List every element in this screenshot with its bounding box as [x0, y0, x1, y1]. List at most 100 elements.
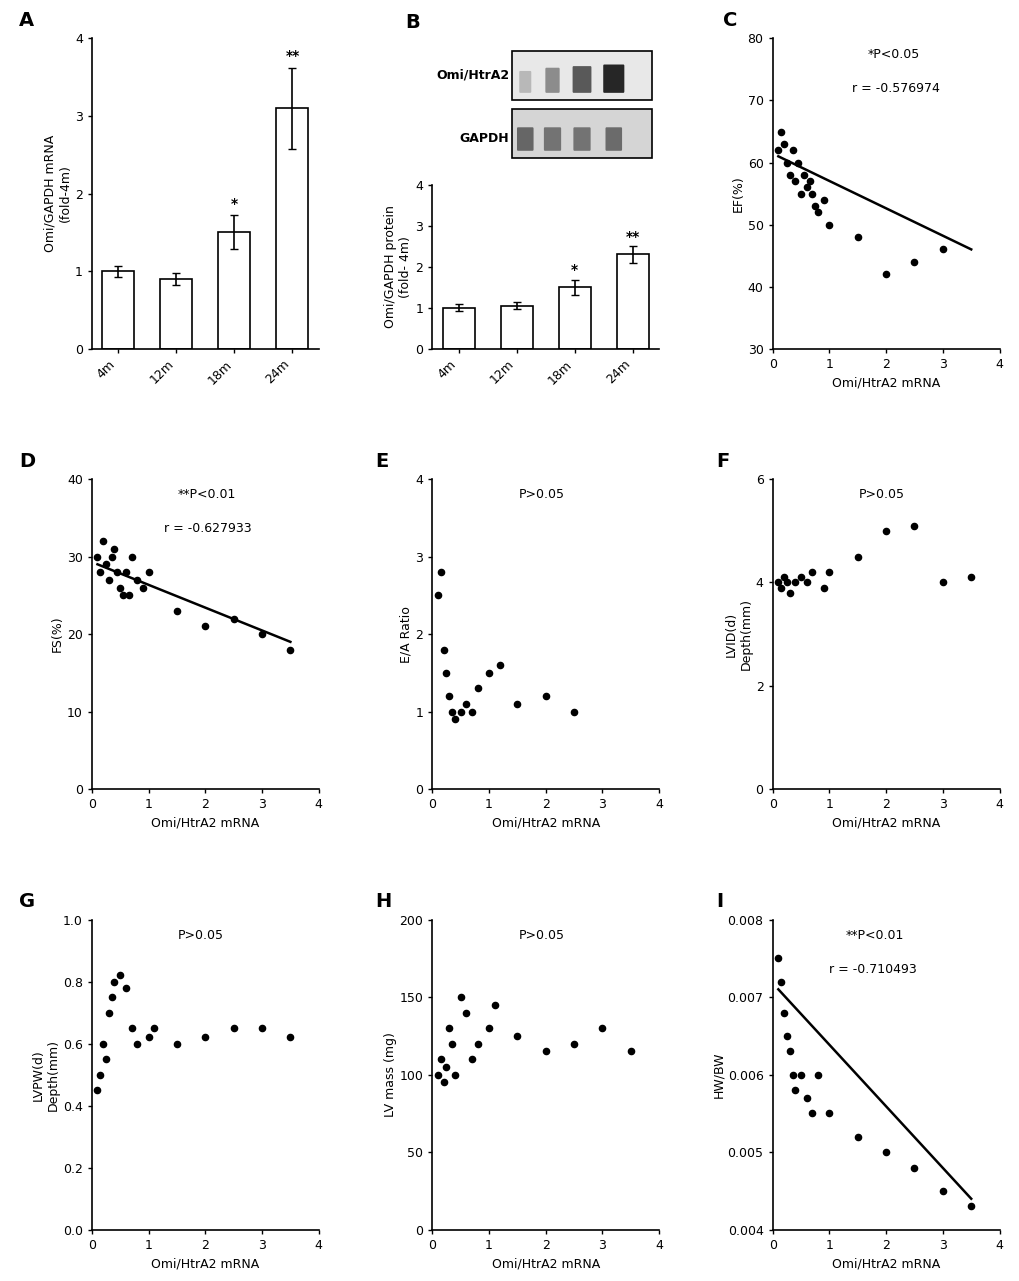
Bar: [512, 51, 652, 100]
Point: [820, 1103, 837, 1123]
Text: F: F: [715, 452, 729, 470]
Point: [90, 546, 106, 566]
Point: [168, 1034, 184, 1054]
Text: P>0.05: P>0.05: [178, 929, 224, 942]
Point: [809, 1065, 825, 1085]
Point: [508, 693, 525, 714]
Point: [146, 1018, 162, 1039]
Point: [906, 515, 922, 535]
Point: [566, 1034, 582, 1054]
Point: [792, 1065, 808, 1085]
Point: [123, 546, 140, 566]
Point: [781, 165, 797, 186]
Point: [95, 1034, 111, 1054]
Y-axis label: Omi/GAPDH protein
(fold- 4m): Omi/GAPDH protein (fold- 4m): [384, 205, 412, 328]
Point: [128, 570, 146, 591]
Point: [458, 693, 474, 714]
Point: [877, 264, 894, 284]
Point: [566, 702, 582, 722]
Point: [440, 1018, 457, 1039]
Point: [469, 678, 485, 698]
Y-axis label: Omi/GAPDH mRNA
(fold-4m): Omi/GAPDH mRNA (fold-4m): [44, 135, 72, 252]
Point: [809, 202, 825, 223]
Point: [452, 986, 469, 1007]
Point: [480, 1018, 496, 1039]
FancyBboxPatch shape: [605, 127, 622, 151]
Point: [446, 1065, 463, 1085]
Point: [798, 1088, 814, 1108]
Bar: [218, 232, 250, 348]
FancyBboxPatch shape: [545, 68, 559, 92]
Point: [594, 1018, 610, 1039]
Point: [877, 1141, 894, 1162]
Point: [464, 1049, 480, 1070]
Text: *: *: [230, 196, 237, 210]
Text: G: G: [19, 892, 36, 911]
Point: [795, 165, 811, 186]
Y-axis label: LVPW(d)
Depth(mm): LVPW(d) Depth(mm): [32, 1039, 60, 1111]
Point: [777, 1026, 794, 1047]
Text: P>0.05: P>0.05: [858, 488, 904, 501]
Point: [849, 546, 865, 566]
Point: [775, 1002, 792, 1022]
Point: [486, 994, 502, 1015]
Point: [784, 1065, 800, 1085]
Point: [168, 601, 184, 621]
Text: r = -0.576974: r = -0.576974: [851, 82, 940, 95]
Text: **P<0.01: **P<0.01: [178, 488, 236, 501]
Point: [469, 1034, 485, 1054]
Point: [537, 1041, 553, 1062]
Bar: [276, 108, 308, 348]
Bar: [442, 307, 474, 348]
Point: [458, 1002, 474, 1022]
Point: [790, 152, 806, 173]
Text: **: **: [285, 49, 300, 63]
Point: [787, 1080, 803, 1100]
Point: [103, 986, 119, 1007]
Text: A: A: [19, 12, 35, 29]
Point: [877, 520, 894, 541]
X-axis label: Omi/HtrA2 mRNA: Omi/HtrA2 mRNA: [491, 817, 599, 830]
Point: [141, 1027, 157, 1048]
Text: Omi/HtrA2: Omi/HtrA2: [436, 69, 508, 82]
Text: *: *: [571, 264, 578, 278]
Point: [225, 608, 242, 629]
FancyBboxPatch shape: [602, 64, 624, 92]
Point: [801, 170, 817, 191]
Text: D: D: [19, 452, 36, 470]
Point: [103, 546, 119, 566]
Bar: [102, 272, 133, 348]
Point: [798, 177, 814, 197]
Text: I: I: [715, 892, 722, 911]
Point: [115, 585, 131, 606]
Point: [112, 578, 128, 598]
Point: [772, 122, 789, 142]
FancyBboxPatch shape: [517, 127, 533, 151]
Point: [101, 570, 117, 591]
X-axis label: Omi/HtrA2 mRNA: Omi/HtrA2 mRNA: [151, 817, 259, 830]
FancyBboxPatch shape: [519, 70, 531, 92]
Point: [815, 578, 832, 598]
Bar: [616, 255, 648, 348]
Point: [820, 214, 837, 234]
Point: [106, 538, 122, 559]
Text: **P<0.01: **P<0.01: [845, 929, 903, 942]
Point: [128, 1034, 146, 1054]
FancyBboxPatch shape: [543, 127, 560, 151]
Point: [772, 578, 789, 598]
Point: [282, 639, 299, 660]
Point: [92, 1065, 108, 1085]
Point: [820, 562, 837, 583]
Point: [775, 133, 792, 154]
Y-axis label: HW/BW: HW/BW: [711, 1052, 725, 1098]
Point: [798, 573, 814, 593]
Text: *P<0.05: *P<0.05: [867, 47, 919, 60]
Point: [432, 562, 448, 583]
Point: [254, 624, 270, 644]
Point: [849, 1126, 865, 1146]
Point: [787, 573, 803, 593]
Point: [443, 702, 460, 722]
Text: B: B: [405, 13, 420, 32]
Text: GAPDH: GAPDH: [460, 132, 508, 145]
Bar: [160, 279, 192, 348]
